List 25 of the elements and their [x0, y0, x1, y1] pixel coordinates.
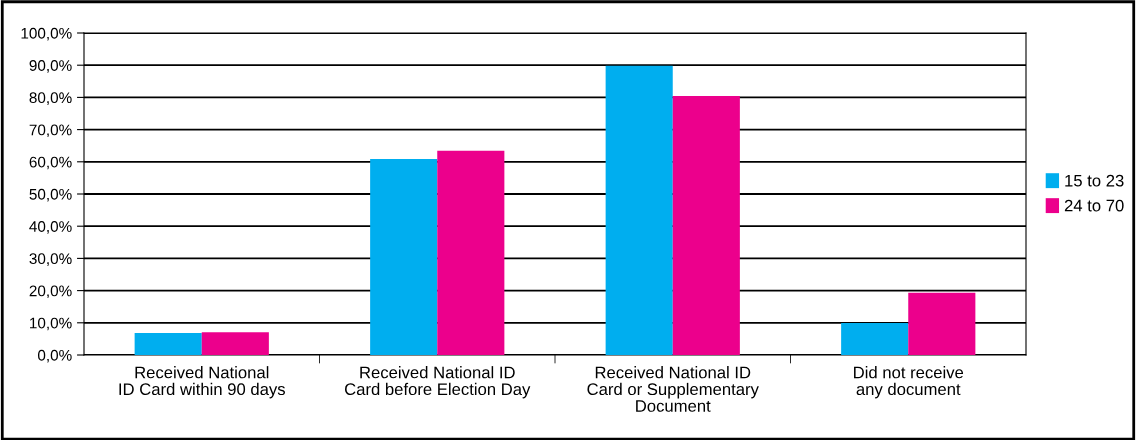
bar [908, 292, 976, 355]
y-tick-label: 30,0% [29, 253, 72, 266]
y-tick-label: 20,0% [29, 285, 72, 299]
bar [841, 323, 909, 355]
bar [134, 333, 202, 355]
y-tick-label: 70,0% [29, 124, 72, 138]
bar [370, 158, 438, 355]
y-tick-label: 10,0% [30, 317, 72, 331]
bar [605, 65, 673, 355]
x-tick-label: Received National ID Card within 90 days [119, 366, 285, 399]
legend-label: 24 to 70 [1064, 199, 1124, 212]
x-tick-label: Did not receive any document [854, 366, 964, 399]
bar [437, 150, 505, 355]
y-tick-label: 40,0% [29, 221, 72, 234]
y-tick-label: 60,0% [29, 156, 72, 170]
x-tick-label: Received National ID Card before Election Day [345, 366, 531, 399]
y-tick-label: 50,0% [29, 188, 72, 202]
y-tick-label: 80,0% [29, 92, 72, 105]
y-tick-label: 100,0% [21, 27, 72, 41]
bar [672, 96, 740, 355]
legend-label: 15 to 23 [1065, 174, 1124, 187]
x-tick-label: Received National ID Card or Supplementary Document [587, 366, 759, 412]
bar [201, 332, 269, 355]
y-tick-label: 90,0% [29, 60, 72, 73]
y-tick-label: 0,0% [37, 349, 72, 363]
